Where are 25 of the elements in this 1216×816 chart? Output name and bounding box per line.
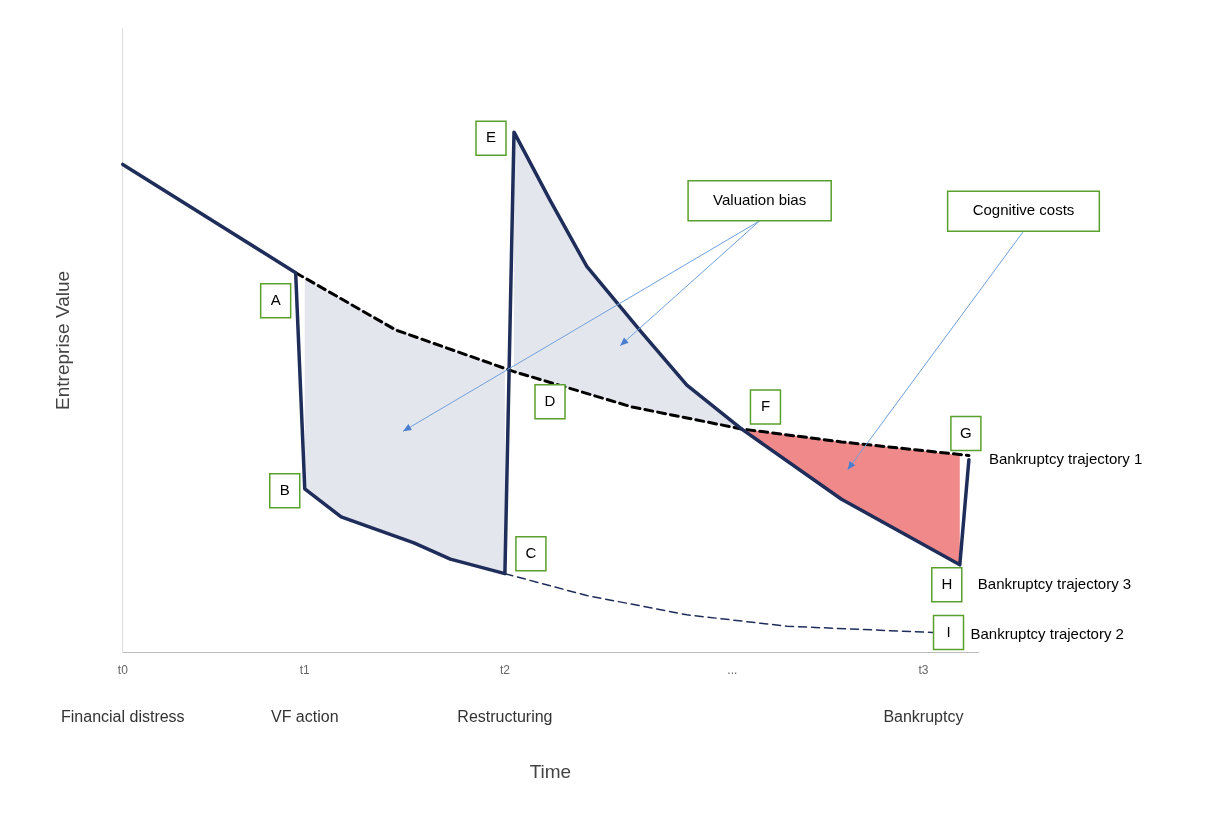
text: Restructuring — [457, 708, 553, 726]
x-tick-label: t0 — [117, 663, 129, 678]
annotation: E — [486, 128, 497, 146]
annotation: F — [760, 397, 771, 415]
annotation: G — [960, 423, 972, 441]
annotation: H — [941, 574, 953, 592]
x-tick-label: t3 — [918, 663, 929, 678]
text: Bankruptcy trajectory 1 — [988, 449, 1143, 467]
annotation: B — [279, 480, 290, 498]
text: Financial distress — [61, 708, 185, 726]
annotation: I — [946, 622, 951, 640]
x-tick-label: ... — [727, 663, 738, 678]
annotation: Valuation bias — [713, 191, 807, 208]
y-axis-title: Entreprise Value — [51, 270, 73, 410]
annotation: Cognitive costs — [972, 201, 1075, 219]
annotation: Bankruptcy trajectory 3 — [977, 574, 1132, 592]
text: VF action — [270, 708, 339, 726]
text: Bankruptcy — [883, 708, 964, 726]
x-axis-title: Time — [529, 760, 572, 782]
annotation: Bankruptcy trajectory 2 — [970, 624, 1124, 642]
x-tick-label: t2 — [499, 663, 511, 678]
x-tick-label: t1 — [299, 663, 311, 678]
annotation: D — [544, 391, 556, 409]
annotation: A — [270, 290, 281, 308]
annotation: C — [525, 543, 537, 561]
